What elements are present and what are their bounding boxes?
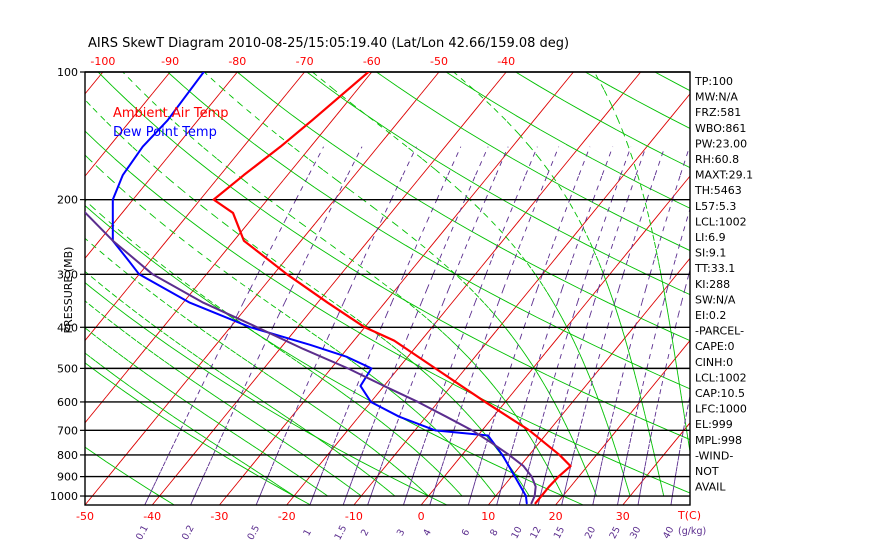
- parameter-15: EI:0.2: [695, 309, 726, 322]
- legend-ambient-temp: Ambient Air Temp: [113, 106, 229, 121]
- pressure-tick-label: 500: [57, 362, 78, 375]
- pressure-tick-label: 900: [57, 471, 78, 484]
- parameter-26: AVAIL: [695, 481, 726, 494]
- mixing-ratio-tick-label: 15: [552, 525, 567, 541]
- parameter-14: SW:N/A: [695, 293, 736, 306]
- pressure-tick-label: 300: [57, 268, 78, 281]
- top-temp-tick-label: -100: [90, 55, 115, 68]
- mixing-ratio-labels: 0.1 0.2 0.5 1 1.5 2 3 4 6 8 10 12 15 20 25 30 40: [134, 524, 676, 543]
- pressure-tick-label: 600: [57, 396, 78, 409]
- top-temp-tick-label: -70: [296, 55, 314, 68]
- parameter-2: FRZ:581: [695, 106, 741, 119]
- bottom-temp-tick-label: -50: [76, 510, 94, 523]
- mixing-ratio-tick-label: 8: [488, 528, 501, 539]
- pressure-tick-label: 700: [57, 424, 78, 437]
- mixing-ratio-tick-label: 20: [583, 525, 598, 541]
- parameter-23: MPL:998: [695, 434, 742, 447]
- parameter-10: LI:6.9: [695, 231, 726, 244]
- bottom-temp-tick-label: 30: [616, 510, 630, 523]
- pressure-tick-label: 400: [57, 321, 78, 334]
- pressure-tick-label: 1000: [50, 490, 78, 503]
- bottom-temp-tick-label: 0: [418, 510, 425, 523]
- x-axis-title-temp: T(C): [677, 509, 701, 522]
- parameter-25: NOT: [695, 465, 719, 478]
- top-temp-tick-label: -80: [228, 55, 246, 68]
- mixing-ratio-tick-label: 10: [509, 525, 524, 541]
- mixing-ratio-tick-label: 40: [661, 525, 676, 541]
- mixing-ratio-tick-label: 12: [528, 525, 543, 541]
- parameter-22: EL:999: [695, 418, 733, 431]
- parameter-3: WBO:861: [695, 122, 746, 135]
- page-title: AIRS SkewT Diagram 2010-08-25/15:05:19.4…: [88, 36, 569, 51]
- parameter-6: MAXT:29.1: [695, 169, 753, 182]
- parameter-1: MW:N/A: [695, 91, 738, 104]
- bottom-temp-tick-label: 20: [549, 510, 563, 523]
- top-temperature-labels: -100 -90 -80 -70 -60 -50 -40: [90, 55, 515, 68]
- parameter-21: LFC:1000: [695, 403, 747, 416]
- parameter-12: TT:33.1: [694, 262, 735, 275]
- bottom-temperature-labels: -50 -40 -30 -20 -10 0 10 20 30: [76, 510, 630, 523]
- top-temp-tick-label: -90: [161, 55, 179, 68]
- sounding-curves: [85, 72, 572, 505]
- mixing-ratio-tick-label: 25: [608, 525, 623, 541]
- bottom-temp-tick-label: -30: [210, 510, 228, 523]
- parameter-19: LCL:1002: [695, 371, 747, 384]
- mixing-ratio-tick-label: 1: [301, 528, 314, 539]
- top-temp-tick-label: -50: [430, 55, 448, 68]
- bottom-temp-tick-label: -10: [345, 510, 363, 523]
- mixing-ratio-tick-label: 3: [395, 528, 408, 539]
- mixing-ratio-tick-label: 6: [460, 528, 473, 539]
- mixing-ratio-tick-label: 30: [628, 525, 643, 541]
- parcel-curve: [85, 210, 537, 505]
- y-axis-title: PRESSURE (MB): [62, 247, 75, 334]
- legend-dew-point: Dew Point Temp: [113, 125, 217, 140]
- parameter-7: TH:5463: [694, 184, 742, 197]
- bottom-temp-tick-label: -20: [278, 510, 296, 523]
- parameter-0: TP:100: [694, 75, 733, 88]
- pressure-tick-label: 800: [57, 449, 78, 462]
- mixing-ratio-tick-label: 4: [421, 528, 434, 539]
- parameter-11: SI:9.1: [695, 247, 726, 260]
- dry-adiabat-lines: [84, 71, 691, 506]
- moist-adiabat-lines: [84, 71, 691, 497]
- pressure-gridlines: [85, 71, 690, 497]
- bottom-temp-tick-label: -40: [143, 510, 161, 523]
- mixing-ratio-lines: [144, 146, 691, 506]
- x-axis-title-mixing: (g/kg): [678, 526, 706, 537]
- parameter-20: CAP:10.5: [695, 387, 745, 400]
- parameter-18: CINH:0: [695, 356, 733, 369]
- temperature-curve: [212, 72, 572, 505]
- pressure-tick-label: 100: [57, 66, 78, 79]
- parameter-8: L57:5.3: [695, 200, 736, 213]
- mixing-ratio-tick-label: 2: [359, 528, 372, 539]
- parameter-5: RH:60.8: [695, 153, 739, 166]
- isotherm-lines: [84, 71, 691, 506]
- parameter-24: -WIND-: [695, 449, 733, 462]
- plot-frame: [84, 71, 691, 506]
- top-temp-tick-label: -40: [497, 55, 515, 68]
- pressure-tick-label: 200: [57, 194, 78, 207]
- parameter-16: -PARCEL-: [695, 325, 744, 338]
- parameter-13: KI:288: [695, 278, 730, 291]
- bottom-temp-tick-label: 10: [481, 510, 495, 523]
- pressure-axis-labels: 100 200 300 400 500 600 700 800 900 1000: [50, 66, 85, 503]
- parameter-9: LCL:1002: [695, 215, 747, 228]
- parameter-list: TP:100 MW:N/A FRZ:581 WBO:861 PW:23.00 RH:60.…: [694, 75, 753, 494]
- top-temp-tick-label: -60: [363, 55, 381, 68]
- parameter-4: PW:23.00: [695, 137, 747, 150]
- parameter-17: CAPE:0: [695, 340, 735, 353]
